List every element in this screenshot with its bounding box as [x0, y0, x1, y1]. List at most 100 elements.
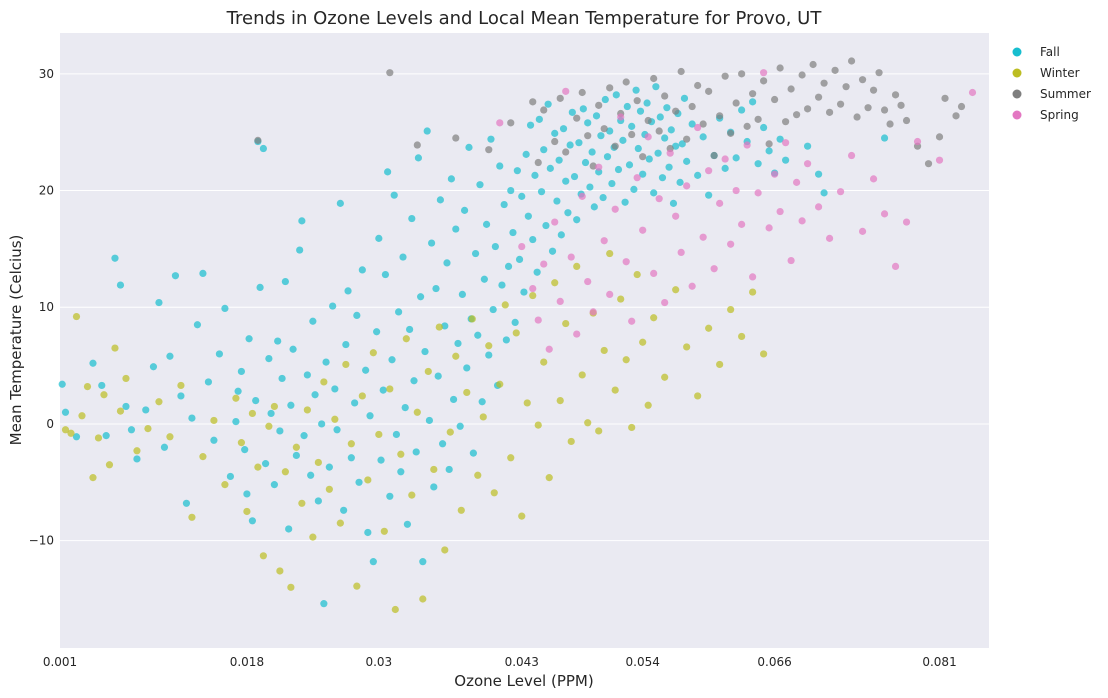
data-point-spring [847, 151, 856, 160]
data-point-fall [287, 401, 295, 409]
data-point-fall [694, 171, 702, 179]
data-point-fall [471, 249, 480, 258]
data-point-summer [902, 116, 911, 125]
data-point-fall [116, 281, 125, 289]
series-spring [496, 69, 977, 353]
data-point-summer [814, 93, 823, 101]
data-point-summer [891, 91, 900, 99]
data-point-fall [575, 139, 583, 147]
data-point-summer [254, 136, 262, 144]
data-point-winter [633, 270, 641, 279]
data-point-fall [419, 558, 427, 566]
data-point-fall [584, 119, 592, 127]
data-point-fall [375, 234, 383, 242]
data-point-fall [460, 206, 469, 214]
data-point-spring [782, 139, 790, 147]
data-point-fall [399, 253, 407, 261]
data-point-fall [606, 127, 614, 135]
data-point-fall [502, 336, 510, 344]
data-point-spring [858, 227, 867, 235]
data-point-fall [513, 167, 521, 175]
data-point-summer [551, 137, 559, 146]
data-point-fall [524, 212, 532, 220]
data-point-winter [243, 507, 251, 516]
data-point-fall [270, 481, 278, 489]
data-point-spring [754, 189, 762, 197]
data-point-fall [814, 170, 823, 178]
data-point-fall [237, 367, 246, 376]
data-point-fall [592, 112, 601, 120]
data-point-summer [798, 71, 806, 79]
data-point-fall [564, 209, 572, 217]
data-point-fall [557, 231, 565, 239]
data-point-fall [366, 412, 374, 420]
data-point-fall [636, 107, 645, 115]
data-point-fall [252, 396, 260, 405]
data-point-fall [542, 221, 550, 230]
data-point-summer [628, 130, 636, 139]
data-point-fall [351, 399, 359, 407]
data-point-fall [243, 490, 251, 498]
data-point-summer [760, 77, 768, 85]
data-point-winter [116, 407, 125, 415]
data-point-summer [710, 151, 718, 160]
data-point-fall [553, 197, 561, 205]
data-point-fall [292, 451, 300, 460]
data-point-winter [144, 425, 152, 433]
data-point-spring [738, 220, 746, 228]
data-point-fall [379, 386, 387, 394]
data-point-fall [482, 220, 491, 228]
data-point-winter [67, 429, 75, 437]
data-point-fall [392, 430, 401, 439]
data-point-fall [540, 146, 548, 154]
data-point-fall [526, 121, 535, 129]
data-point-spring [650, 269, 658, 277]
data-point-summer [606, 84, 614, 92]
data-point-winter [177, 381, 185, 390]
data-point-winter [314, 458, 322, 467]
data-point-summer [875, 69, 883, 77]
data-point-winter [457, 506, 465, 514]
data-point-fall [318, 420, 326, 428]
data-point-summer [842, 83, 850, 91]
data-point-fall [452, 225, 460, 233]
data-point-fall [496, 162, 504, 170]
data-point-fall [434, 372, 442, 380]
data-point-fall [498, 281, 506, 289]
data-point-fall [127, 426, 136, 434]
data-point-fall [347, 454, 355, 462]
data-point-fall [281, 277, 289, 286]
data-point-fall [436, 196, 444, 204]
data-point-winter [661, 373, 669, 381]
data-point-winter [265, 422, 273, 430]
data-point-fall [72, 433, 81, 441]
data-point-summer [534, 158, 542, 167]
data-point-fall [381, 270, 390, 279]
y-tick-labels: −10 0 10 20 30 [29, 67, 54, 548]
data-point-spring [787, 256, 795, 265]
data-point-fall [456, 422, 464, 430]
data-point-fall [403, 520, 412, 528]
legend-marker-winter [1012, 68, 1022, 78]
data-point-winter [694, 392, 702, 400]
data-point-fall [441, 322, 449, 330]
legend-label-spring: Spring [1040, 108, 1079, 122]
data-point-summer [633, 97, 641, 105]
data-point-summer [803, 105, 812, 113]
data-point-fall [373, 328, 381, 336]
data-point-summer [721, 72, 729, 80]
data-point-fall [570, 172, 579, 181]
legend-marker-fall [1012, 47, 1022, 57]
data-point-summer [639, 153, 647, 161]
data-point-fall [669, 199, 678, 207]
data-point-spring [716, 199, 724, 207]
data-point-spring [798, 217, 806, 225]
data-point-fall [621, 198, 629, 206]
data-point-summer [880, 106, 889, 114]
data-point-fall [447, 175, 455, 183]
data-point-fall [643, 99, 651, 107]
data-point-fall [98, 381, 106, 390]
data-point-fall [678, 140, 686, 148]
data-point-fall [820, 189, 828, 197]
x-axis-label: Ozone Level (PPM) [454, 672, 593, 690]
